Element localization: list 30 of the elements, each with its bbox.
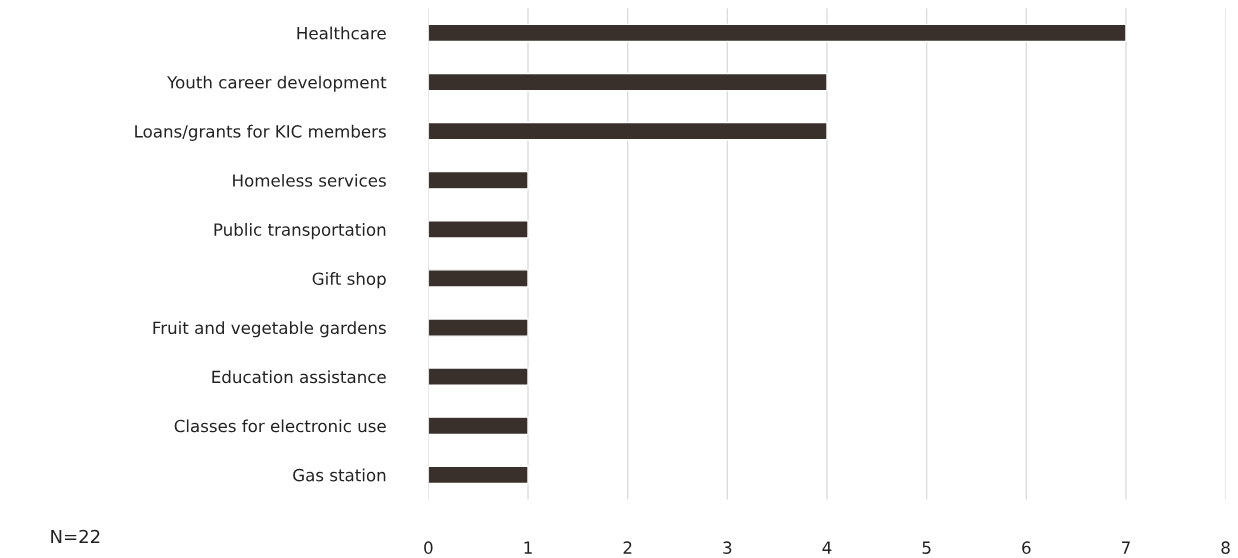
bar [428,121,828,141]
bar [428,72,828,92]
bar [428,170,529,190]
y-tick-label: Healthcare [297,26,386,40]
bar [428,220,529,239]
text: N=22 [51,529,100,544]
x-tick-label: 6 [1022,541,1031,554]
x-tick-label: 1 [524,541,532,554]
y-tick-label: Classes for electronic use [174,419,386,433]
y-tick-label: Fruit and vegetable gardens [153,321,386,338]
y-tick-label: Education assistance [212,370,386,384]
bar [428,318,529,337]
x-tick-label: 2 [623,541,632,554]
y-tick-label: Gas station [293,468,386,482]
y-tick-label: Loans/grants for KIC members [135,124,386,141]
x-tick-label: 5 [922,541,931,554]
x-tick-label: 3 [723,541,732,554]
x-tick-label: 7 [1122,541,1130,554]
bar [428,23,1127,43]
y-tick-label: Gift shop [312,272,386,289]
x-tick-label: 8 [1221,541,1230,554]
bar [428,367,529,386]
x-tick-label: 4 [822,541,832,554]
y-tick-label: Youth career development [167,75,387,92]
y-tick-label: Homeless services [233,173,386,187]
x-tick-label: 0 [424,541,433,554]
y-tick-label: Public transportation [214,223,386,240]
bar [428,416,529,436]
bar [428,465,529,485]
bar [428,269,529,288]
